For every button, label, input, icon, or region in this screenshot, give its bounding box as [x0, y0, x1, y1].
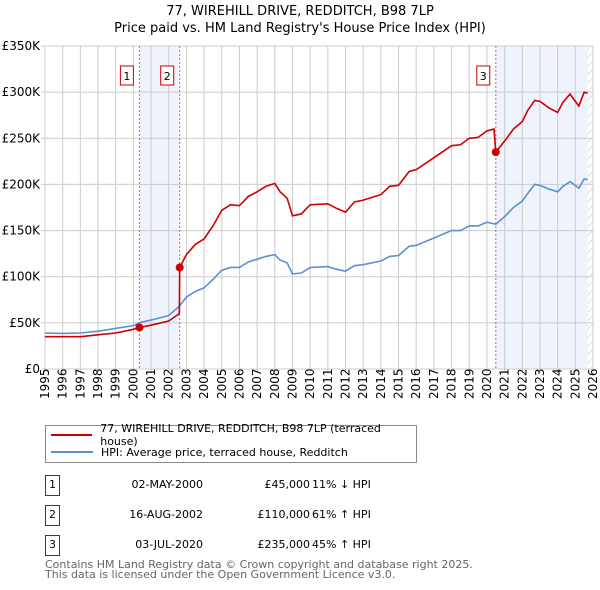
sale-label: 3	[480, 70, 487, 83]
x-tick-label: 1997	[73, 368, 87, 399]
sale-label-box	[119, 65, 134, 86]
x-tick-label: 2007	[250, 368, 264, 399]
sale-price: £235,000	[257, 538, 311, 551]
x-tick-label: 2025	[568, 368, 582, 399]
x-tick-label: 2013	[356, 368, 370, 399]
sale-number: 2	[45, 505, 60, 526]
shaded-region	[139, 46, 180, 369]
plot-frame	[44, 45, 594, 370]
x-tick-label: 1998	[91, 368, 105, 399]
legend-swatch-price	[51, 434, 93, 436]
chart-plot: 1995 1996 1997 1998 1999 2000 2001 2002 2003 2004…	[2, 39, 600, 399]
legend-label: 77, WIREHILL DRIVE, REDDITCH, B98 7LP (t…	[100, 422, 381, 448]
x-tick-label: 2001	[144, 368, 158, 399]
x-tick-label: 2011	[321, 368, 335, 399]
y-tick-label: £300K	[2, 85, 42, 99]
footer-copyright: Contains HM Land Registry data © Crown c…	[45, 558, 473, 571]
sale-hpi: 61% ↑ HPI	[312, 508, 371, 521]
sale-date: 02-MAY-2000	[131, 478, 203, 491]
sale-price: £45,000	[264, 478, 311, 491]
y-tick-label: £200K	[2, 177, 42, 191]
footer-licence: This data is licensed under the Open Gov…	[45, 568, 396, 581]
x-tick-label: 2003	[179, 368, 193, 399]
sale-hpi: 45% ↑ HPI	[312, 538, 371, 551]
x-tick-label: 2010	[303, 368, 317, 399]
x-tick-label: 2020	[480, 368, 494, 399]
sale-price: £110,000	[257, 508, 311, 521]
legend-item-price: 77, WIREHILL DRIVE, REDDITCH, B98 7LP (t…	[51, 422, 416, 448]
future-hatch	[587, 46, 593, 369]
x-tick-label: 2021	[498, 368, 512, 399]
series-line	[45, 91, 588, 338]
chart-title: 77, WIREHILL DRIVE, REDDITCH, B98 7LP	[166, 4, 434, 19]
chart-subtitle: Price paid vs. HM Land Registry's House …	[114, 21, 486, 36]
y-tick-label: £250K	[2, 131, 42, 145]
x-tick-label: 2005	[215, 368, 229, 399]
y-tick-label: £150K	[2, 224, 42, 238]
legend: 77, WIREHILL DRIVE, REDDITCH, B98 7LP (t…	[45, 422, 417, 463]
sale-label: 2	[164, 70, 171, 83]
y-tick-label: £350K	[2, 39, 42, 53]
x-tick-label: 2022	[515, 368, 529, 399]
shaded-region	[495, 46, 588, 369]
legend-label: HPI: Average price, terraced house, Redd…	[101, 445, 348, 459]
sale-number: 3	[45, 535, 60, 556]
sale-hpi: 11% ↓ HPI	[312, 478, 371, 491]
x-tick-label: 1996	[56, 368, 70, 399]
sale-date: 03-JUL-2020	[135, 538, 203, 551]
x-tick-label: 1995	[38, 368, 52, 399]
x-tick-label: 2026	[586, 368, 600, 399]
series-line	[44, 177, 588, 335]
x-tick-label: 2024	[551, 368, 565, 399]
x-tick-label: 2018	[445, 368, 459, 399]
x-tick-label: 2017	[427, 368, 441, 399]
sale-row: 3 03-JUL-2020 £235,000 45% ↑ HPI	[45, 535, 465, 557]
x-tick-label: 2019	[462, 368, 476, 399]
x-tick-label: 2014	[374, 368, 388, 399]
x-tick-label: 1999	[109, 368, 123, 399]
x-tick-label: 2006	[232, 368, 246, 399]
sale-label-box	[160, 65, 175, 86]
x-tick-label: 2009	[285, 368, 299, 399]
x-tick-label: 2015	[392, 368, 406, 399]
x-tick-label: 2000	[126, 368, 140, 399]
x-tick-label: 2023	[533, 368, 547, 399]
sale-number: 1	[45, 475, 60, 496]
sale-label: 1	[123, 70, 130, 83]
legend-swatch-hpi	[51, 451, 93, 453]
sale-row: 2 16-AUG-2002 £110,000 61% ↑ HPI	[45, 505, 465, 527]
x-tick-label: 2002	[162, 368, 176, 399]
y-tick-label: £0	[25, 362, 40, 376]
x-tick-label: 2012	[339, 368, 353, 399]
x-tick-label: 2008	[268, 368, 282, 399]
x-tick-label: 2004	[197, 368, 211, 399]
legend-item-hpi: HPI: Average price, terraced house, Redd…	[51, 443, 348, 461]
y-tick-label: £50K	[9, 316, 41, 330]
sale-point	[135, 323, 144, 332]
x-tick-label: 2016	[409, 368, 423, 399]
sale-label-box	[476, 65, 491, 86]
footer: Contains HM Land Registry data © Crown c…	[45, 558, 473, 581]
sale-row: 1 02-MAY-2000 £45,000 11% ↓ HPI	[45, 475, 465, 497]
sale-date: 16-AUG-2002	[129, 508, 203, 521]
sale-point	[491, 148, 500, 157]
y-tick-label: £100K	[2, 270, 42, 284]
sale-point	[175, 263, 184, 272]
